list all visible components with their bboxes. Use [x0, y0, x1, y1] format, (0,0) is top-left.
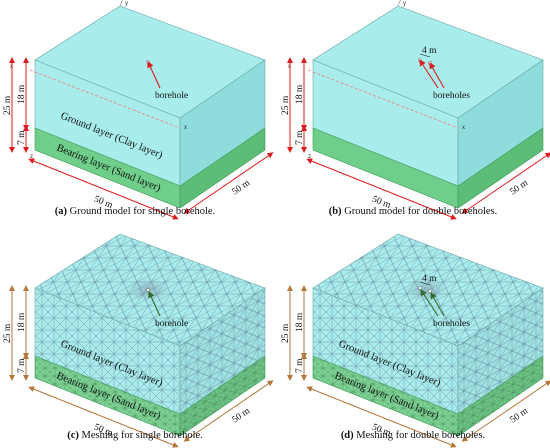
y-axis-label: y — [403, 1, 406, 7]
dim-width-line — [28, 158, 179, 220]
dim-sand-label: 7 m — [17, 358, 27, 373]
borehole-label: borehole — [155, 91, 188, 101]
dim-depth-line — [461, 380, 550, 442]
dim-clay-label: 18 m — [295, 84, 305, 104]
borehole-arrow — [419, 59, 439, 89]
borehole-point — [428, 61, 432, 65]
z-axis-label: z — [308, 154, 311, 160]
x-axis-label: x — [184, 125, 187, 131]
dim-clay-label: 18 m — [17, 84, 27, 104]
dim-total-label: 25 m — [3, 323, 13, 343]
borehole-arrow — [148, 291, 161, 317]
spacing-dimension-line — [419, 53, 431, 58]
borehole-label: boreholes — [433, 319, 470, 329]
dim-sand-label: 7 m — [17, 130, 27, 145]
dim-total-label: 25 m — [281, 95, 291, 115]
panel-b: yxxzboreholes4 m25 m18 m7 m50 m50 m(b) G… — [281, 0, 550, 220]
dim-depth-label: 50 m — [509, 406, 531, 425]
borehole-point — [146, 288, 150, 292]
caption-letter: (c) — [67, 430, 79, 441]
caption-text: Ground model for single borehole. — [67, 206, 215, 217]
panel-caption: (a) Ground model for single borehole. — [55, 206, 215, 217]
caption-letter: (b) — [329, 206, 342, 217]
borehole-point — [418, 58, 422, 62]
borehole-arrow — [147, 61, 161, 89]
spacing-dimension-line — [419, 281, 431, 286]
dim-width-line — [28, 386, 179, 448]
y-axis-line — [397, 0, 401, 7]
borehole-arrow — [430, 292, 445, 317]
spacing-label: 4 m — [422, 46, 437, 56]
borehole-arrow — [420, 289, 439, 317]
borehole-point — [418, 286, 422, 290]
y-axis-line — [119, 0, 123, 7]
borehole-arrow — [429, 62, 445, 89]
dim-depth-line — [461, 152, 550, 214]
dim-depth-line — [183, 380, 274, 442]
dim-sand-label: 7 m — [295, 358, 305, 373]
borehole-label: boreholes — [433, 91, 470, 101]
panel-caption: (c) Meshing for single borehole. — [67, 430, 203, 441]
panel-caption: (d) Meshing for double boreholes. — [341, 430, 485, 441]
dim-depth-label: 50 m — [231, 178, 253, 197]
borehole-point — [428, 289, 432, 293]
y-axis-label: y — [125, 1, 128, 7]
x-axis-label: x — [462, 125, 465, 131]
dim-depth-label: 50 m — [231, 406, 253, 425]
borehole-point — [146, 60, 150, 64]
dim-width-line — [306, 158, 457, 220]
z-axis-label: z — [30, 154, 33, 160]
caption-letter: (d) — [341, 430, 354, 441]
panel-caption: (b) Ground model for double boreholes. — [329, 206, 498, 217]
dim-width-line — [306, 386, 457, 448]
caption-text: Meshing for single borehole. — [79, 430, 203, 441]
caption-text: Meshing for double boreholes. — [354, 430, 486, 441]
dim-clay-label: 18 m — [295, 312, 305, 332]
x-axis-line — [307, 69, 459, 129]
panel-a: yxxzboreholeGround layer (Clay layer)Bea… — [3, 0, 274, 220]
x-axis-line — [29, 69, 181, 129]
caption-letter: (a) — [55, 206, 68, 217]
dim-total-label: 25 m — [3, 95, 13, 115]
dim-depth-label: 50 m — [509, 178, 531, 197]
spacing-label: 4 m — [422, 274, 437, 284]
dim-total-label: 25 m — [281, 323, 291, 343]
dim-sand-label: 7 m — [295, 130, 305, 145]
borehole-label: borehole — [155, 319, 188, 329]
caption-text: Ground model for double boreholes. — [342, 206, 498, 217]
dim-depth-line — [183, 152, 274, 214]
dim-clay-label: 18 m — [17, 312, 27, 332]
